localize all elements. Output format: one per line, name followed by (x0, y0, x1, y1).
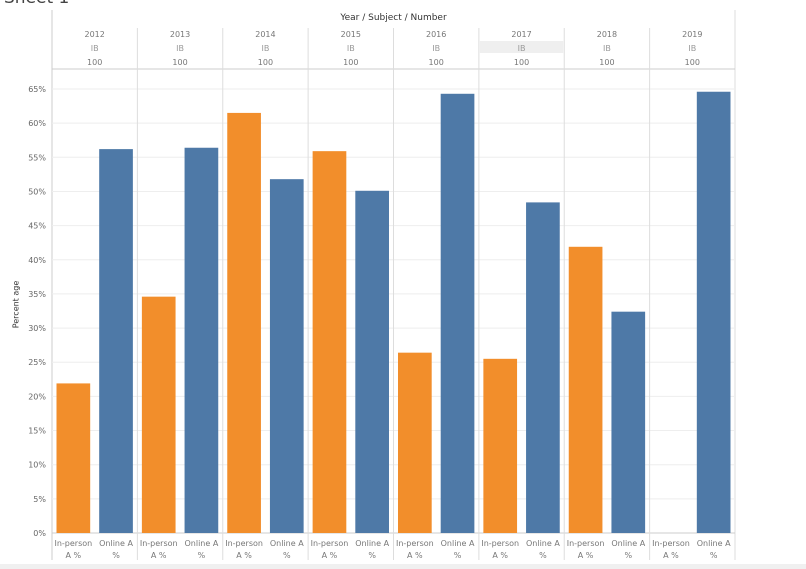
header-highlight (479, 41, 564, 53)
x-category-label: A % (492, 551, 508, 560)
year-header: 2012 (85, 30, 105, 39)
number-header: 100 (258, 58, 273, 67)
x-category-label: Online A (184, 539, 218, 548)
bar-in-person-2012 (56, 383, 91, 533)
y-tick-label: 35% (28, 290, 46, 299)
x-category-label: % (710, 551, 718, 560)
subject-header: IB (347, 44, 355, 53)
y-tick-label: 20% (28, 392, 46, 401)
year-header: 2015 (341, 30, 361, 39)
year-header: 2019 (682, 30, 702, 39)
x-category-label: Online A (611, 539, 645, 548)
bar-in-person-2017 (483, 358, 518, 533)
x-category-label: Online A (99, 539, 133, 548)
subject-header: IB (688, 44, 696, 53)
bar-online-2014 (269, 179, 304, 534)
y-tick-label: 25% (28, 358, 46, 367)
bar-in-person-2018 (568, 246, 603, 533)
number-header: 100 (172, 58, 187, 67)
x-category-label: In-person (652, 539, 690, 548)
year-header: 2013 (170, 30, 190, 39)
bar-online-2016 (440, 93, 475, 533)
x-category-label: % (283, 551, 291, 560)
y-tick-label: 60% (28, 119, 46, 128)
year-header: 2018 (597, 30, 617, 39)
subject-header: IB (262, 44, 270, 53)
y-tick-label: 30% (28, 324, 46, 333)
x-category-label: Online A (441, 539, 475, 548)
x-category-label: In-person (140, 539, 178, 548)
bar-in-person-2013 (141, 296, 176, 533)
year-header: 2016 (426, 30, 446, 39)
x-category-label: A % (663, 551, 679, 560)
bar-in-person-2016 (398, 352, 432, 533)
bar-online-2013 (184, 147, 219, 533)
year-header: 2014 (255, 30, 275, 39)
bar-online-2012 (99, 149, 133, 533)
year-header: 2017 (511, 30, 531, 39)
x-category-label: A % (236, 551, 252, 560)
subject-header: IB (518, 44, 526, 53)
x-category-label: In-person (54, 539, 92, 548)
y-tick-label: 15% (28, 427, 46, 436)
y-tick-label: 55% (28, 153, 46, 162)
y-tick-label: 5% (33, 495, 46, 504)
x-category-label: A % (151, 551, 167, 560)
x-category-label: % (539, 551, 547, 560)
x-category-label: In-person (567, 539, 605, 548)
bar-in-person-2014 (227, 112, 261, 534)
bar-online-2015 (355, 190, 389, 534)
bar-in-person-2015 (312, 151, 347, 533)
y-tick-label: 50% (28, 187, 46, 196)
bar-online-2019 (696, 91, 731, 534)
number-header: 100 (599, 58, 614, 67)
x-category-label: % (454, 551, 462, 560)
y-tick-label: 10% (28, 461, 46, 470)
x-category-label: A % (66, 551, 82, 560)
x-category-label: % (624, 551, 632, 560)
bar-online-2018 (611, 311, 646, 533)
x-category-label: In-person (311, 539, 349, 548)
number-header: 100 (429, 58, 444, 67)
x-category-label: % (112, 551, 120, 560)
bar-online-2017 (526, 202, 560, 534)
x-category-label: Online A (697, 539, 731, 548)
y-tick-label: 40% (28, 256, 46, 265)
number-header: 100 (685, 58, 700, 67)
sheet-title: Sheet 1 (4, 0, 69, 8)
y-tick-label: 0% (33, 529, 46, 538)
number-header: 100 (514, 58, 529, 67)
column-header-title: Year / Subject / Number (340, 13, 447, 23)
x-category-label: A % (407, 551, 423, 560)
subject-header: IB (91, 44, 99, 53)
status-bar (0, 564, 806, 569)
x-category-label: A % (322, 551, 338, 560)
x-category-label: In-person (225, 539, 263, 548)
x-category-label: A % (578, 551, 594, 560)
x-category-label: In-person (396, 539, 434, 548)
y-tick-label: 45% (28, 222, 46, 231)
subject-header: IB (432, 44, 440, 53)
number-header: 100 (343, 58, 358, 67)
x-category-label: Online A (526, 539, 560, 548)
x-category-label: % (198, 551, 206, 560)
x-category-label: Online A (355, 539, 389, 548)
x-category-label: % (368, 551, 376, 560)
number-header: 100 (87, 58, 102, 67)
subject-header: IB (176, 44, 184, 53)
x-category-label: Online A (270, 539, 304, 548)
y-tick-label: 65% (28, 85, 46, 94)
subject-header: IB (603, 44, 611, 53)
x-category-label: In-person (481, 539, 519, 548)
